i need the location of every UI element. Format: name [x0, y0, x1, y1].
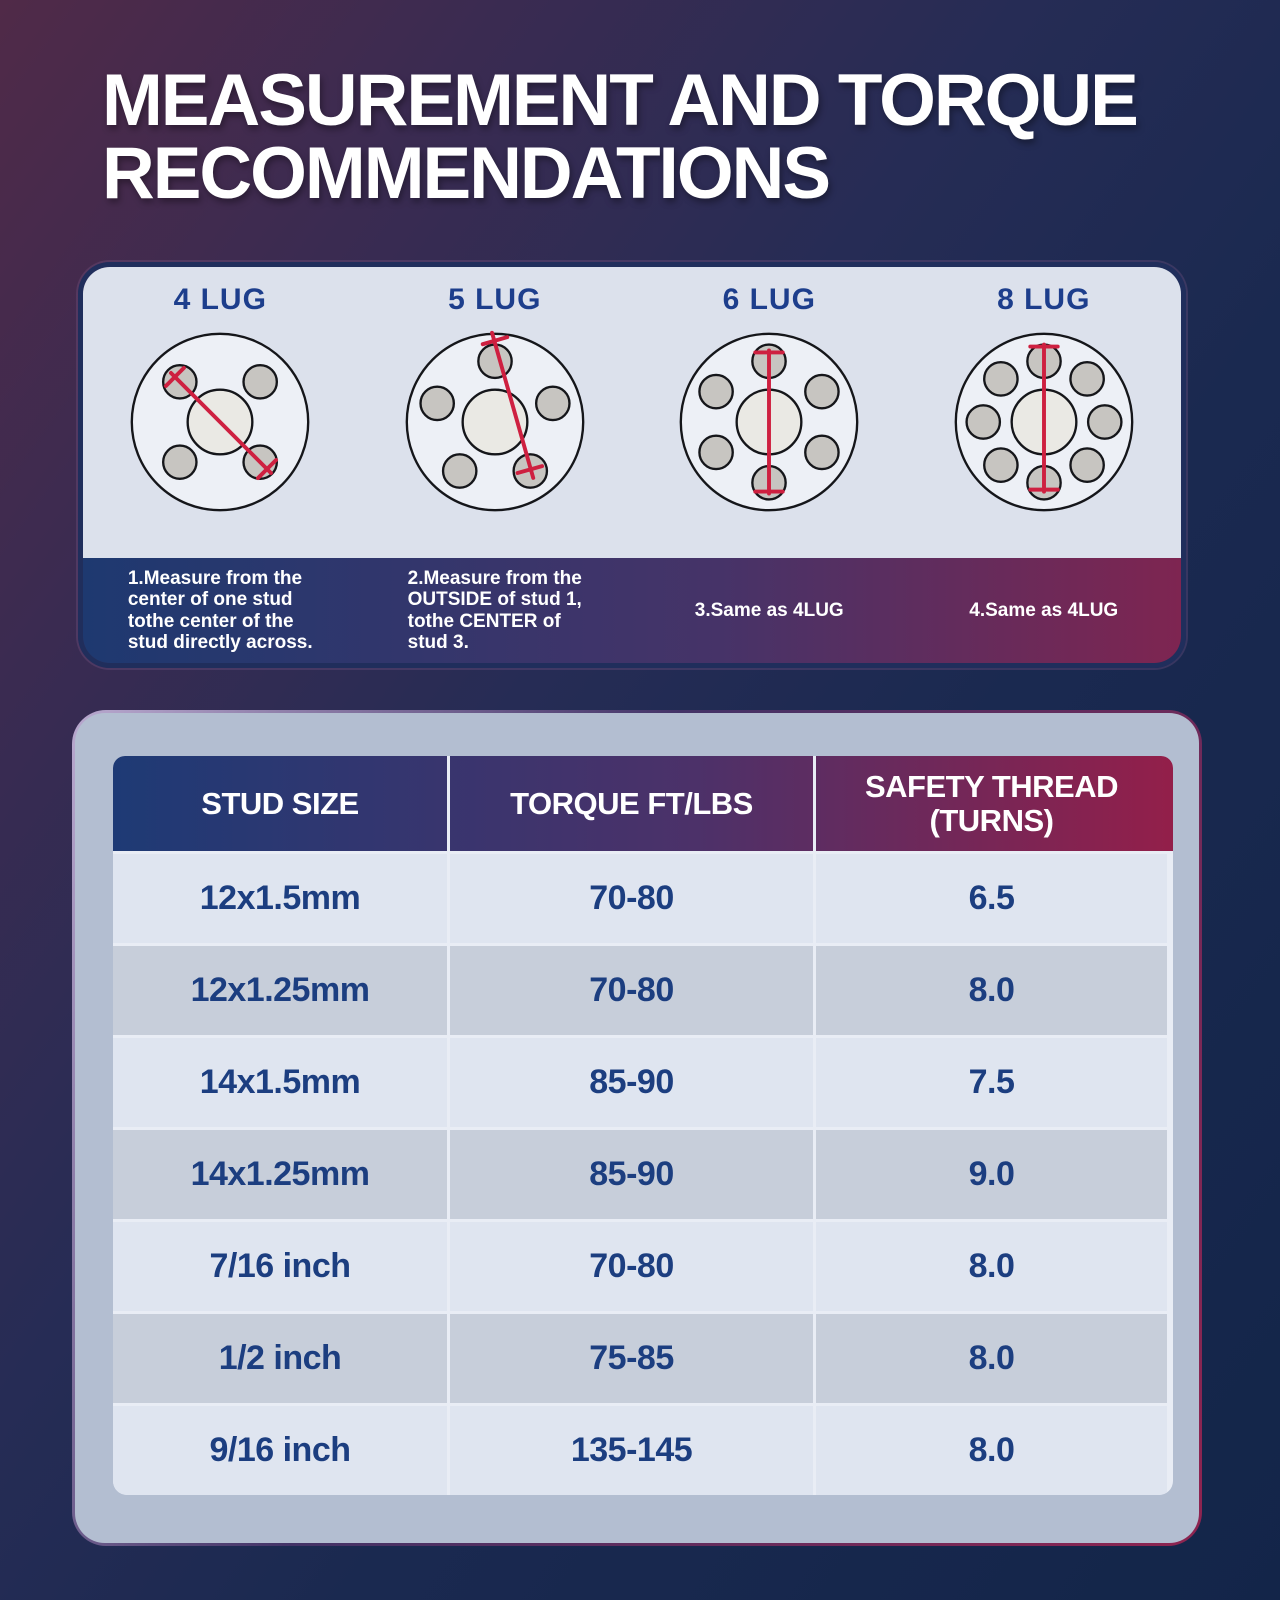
lug-5-pattern-icon — [405, 330, 585, 512]
lug-column-4: 4 LUG — [83, 267, 358, 558]
stud-size-cell: 9/16 inch — [113, 1406, 447, 1495]
header-torque: TORQUE FT/LBS — [447, 756, 813, 851]
lug-8-label: 8 LUG — [997, 283, 1091, 316]
lug-6-label: 6 LUG — [722, 283, 816, 316]
lug-8-pattern-icon — [954, 332, 1134, 512]
safety-thread-cell: 8.0 — [813, 1314, 1167, 1403]
lug-6-pattern-icon — [679, 332, 859, 512]
stud-size-cell: 14x1.5mm — [113, 1038, 447, 1127]
lug-6-instruction: 3.Same as 4LUG — [694, 599, 844, 621]
safety-thread-cell: 8.0 — [813, 1222, 1167, 1311]
stud-size-cell: 12x1.25mm — [113, 946, 447, 1035]
torque-cell: 85-90 — [447, 1038, 813, 1127]
stud-size-cell: 14x1.25mm — [113, 1130, 447, 1219]
lug-5-instruction: 2.Measure from the OUTSIDE of stud 1, to… — [407, 567, 582, 654]
table-row: 14x1.25mm 85-90 9.0 — [113, 1130, 1173, 1219]
torque-table: STUD SIZE TORQUE FT/LBS SAFETY THREAD (T… — [113, 756, 1173, 1495]
stud-size-cell: 1/2 inch — [113, 1314, 447, 1403]
torque-cell: 135-145 — [447, 1406, 813, 1495]
torque-cell: 70-80 — [447, 854, 813, 943]
torque-cell: 75-85 — [447, 1314, 813, 1403]
lug-measurement-panel: 4 LUG — [78, 262, 1186, 668]
lug-4-label: 4 LUG — [173, 283, 267, 316]
measurement-line — [1028, 342, 1060, 494]
table-row: 12x1.25mm 70-80 8.0 — [113, 946, 1173, 1035]
measurement-line — [480, 330, 544, 480]
torque-cell: 70-80 — [447, 946, 813, 1035]
measurement-line — [164, 365, 279, 481]
torque-cell: 85-90 — [447, 1130, 813, 1219]
torque-cell: 70-80 — [447, 1222, 813, 1311]
lug-8-instruction: 4.Same as 4LUG — [969, 599, 1119, 621]
table-row: 12x1.5mm 70-80 6.5 — [113, 854, 1173, 943]
table-header-row: STUD SIZE TORQUE FT/LBS SAFETY THREAD (T… — [113, 756, 1173, 851]
lug-column-6: 6 LUG — [632, 267, 907, 558]
table-row: 14x1.5mm 85-90 7.5 — [113, 1038, 1173, 1127]
lug-column-5: 5 LUG — [358, 267, 633, 558]
lug-column-8: 8 LUG — [907, 267, 1182, 558]
stud-size-cell: 7/16 inch — [113, 1222, 447, 1311]
lug-4-instruction: 1.Measure from the center of one stud to… — [127, 567, 313, 654]
table-row: 7/16 inch 70-80 8.0 — [113, 1222, 1173, 1311]
lug-diagram-row: 4 LUG — [83, 267, 1181, 558]
safety-thread-cell: 8.0 — [813, 946, 1167, 1035]
safety-thread-cell: 6.5 — [813, 854, 1167, 943]
measurement-line — [753, 348, 785, 496]
header-stud-size: STUD SIZE — [201, 785, 359, 821]
table-row: 1/2 inch 75-85 8.0 — [113, 1314, 1173, 1403]
safety-thread-cell: 8.0 — [813, 1406, 1167, 1495]
lug-4-pattern-icon — [130, 332, 310, 512]
page-title-line-2: RECOMMENDATIONS — [102, 133, 831, 214]
page-title-line-1: MEASUREMENT AND TORQUE — [102, 60, 1139, 141]
table-row: 9/16 inch 135-145 8.0 — [113, 1406, 1173, 1495]
page-title: MEASUREMENT AND TORQUE RECOMMENDATIONS — [102, 64, 1202, 210]
safety-thread-cell: 7.5 — [813, 1038, 1167, 1127]
lug-instruction-band: 1.Measure from the center of one stud to… — [83, 558, 1181, 663]
safety-thread-cell: 9.0 — [813, 1130, 1167, 1219]
header-safety-thread: SAFETY THREAD (TURNS) — [813, 756, 1167, 851]
torque-table-panel: STUD SIZE TORQUE FT/LBS SAFETY THREAD (T… — [75, 713, 1199, 1543]
lug-5-label: 5 LUG — [448, 283, 542, 316]
stud-size-cell: 12x1.5mm — [113, 854, 447, 943]
